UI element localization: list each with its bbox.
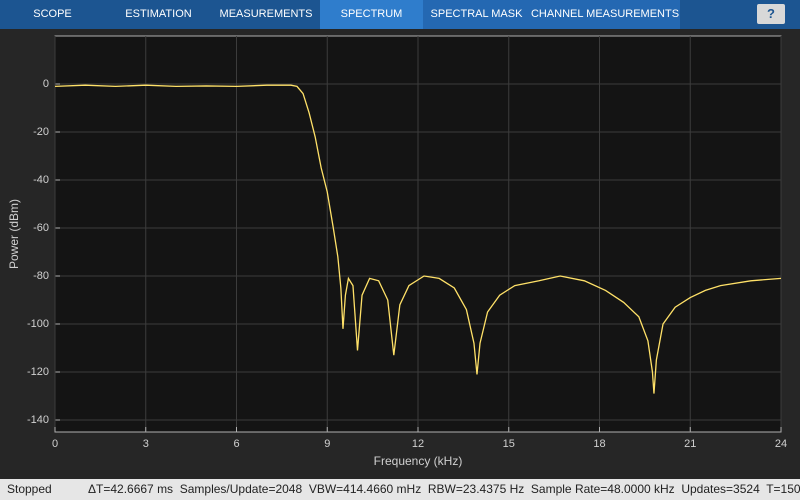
help-button[interactable]: ? xyxy=(757,4,785,24)
x-tick-label: 18 xyxy=(593,438,605,450)
y-tick-label: -100 xyxy=(27,318,49,330)
chart: -140 -120 -100 -80 -60 -40 -20 0 0 3 6 9 12 15 18 21 24 F… xyxy=(7,35,787,468)
y-tick-label: -120 xyxy=(27,366,49,378)
status-text: ΔT=42.6667 ms Samples/Update=2048 VBW=41… xyxy=(88,482,800,496)
x-tick-label: 3 xyxy=(143,438,149,450)
tab[interactable]: ESTIMATION xyxy=(125,8,192,20)
x-tick-label: 9 xyxy=(324,438,330,450)
y-tick-label: -40 xyxy=(33,174,49,186)
y-tick-label: -20 xyxy=(33,126,49,138)
y-tick-label: 0 xyxy=(43,78,49,90)
y-tick-label: -140 xyxy=(27,414,49,426)
x-tick-label: 12 xyxy=(412,438,424,450)
y-tick-label: -80 xyxy=(33,270,49,282)
tab[interactable]: CHANNEL MEASUREMENTS xyxy=(530,0,680,29)
x-tick-label: 15 xyxy=(503,438,515,450)
x-tick-label: 21 xyxy=(684,438,696,450)
x-tick-label: 6 xyxy=(233,438,239,450)
x-tick-label: 0 xyxy=(52,438,58,450)
tab[interactable]: SCOPE xyxy=(33,8,72,20)
y-axis-label: Power (dBm) xyxy=(7,199,21,269)
x-tick-label: 24 xyxy=(775,438,787,450)
spectrum-line xyxy=(54,84,782,394)
x-axis-label: Frequency (kHz) xyxy=(374,454,463,468)
y-tick-label: -60 xyxy=(33,222,49,234)
status-bar: Stopped ΔT=42.6667 ms Samples/Update=2048… xyxy=(0,479,800,500)
tab[interactable]: SPECTRAL MASK xyxy=(423,0,530,29)
tab[interactable]: SPECTRUM xyxy=(320,0,423,29)
tab[interactable]: MEASUREMENTS xyxy=(219,8,313,20)
status-state: Stopped xyxy=(7,482,52,496)
toolbar: ? SCOPE ESTIMATION MEASUREMENTS SPECTRUM SPE… xyxy=(0,0,800,29)
